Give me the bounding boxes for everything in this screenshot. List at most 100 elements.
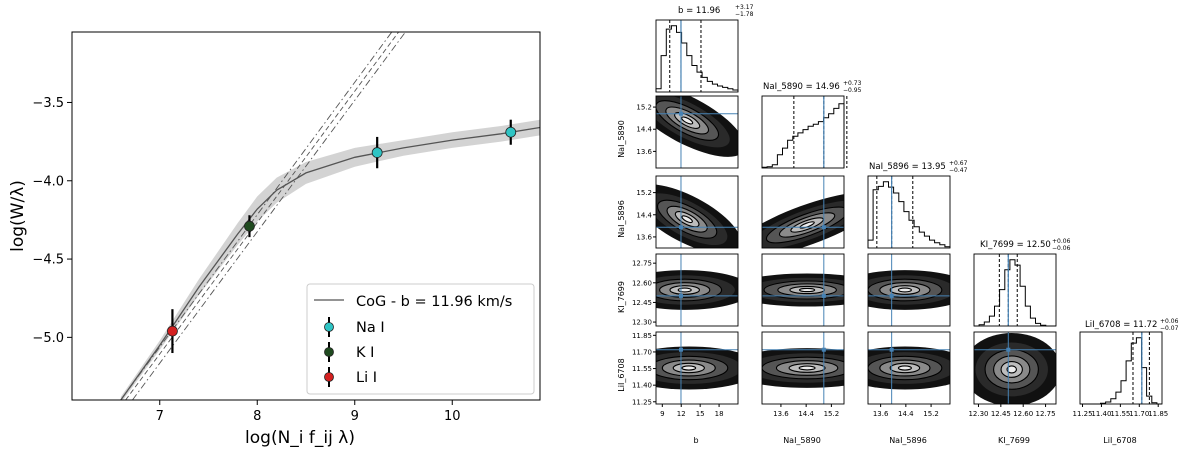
title-nai5890-sub: −0.95 <box>843 87 862 94</box>
corner-ytick-label: 11.25 <box>632 398 652 406</box>
density-layer <box>656 346 738 390</box>
title-ki7699-sup: +0.06 <box>1052 238 1071 245</box>
title-lii6708-sub: −0.07 <box>1160 325 1179 332</box>
xlabel-nai5896: NaI_5896 <box>889 436 927 445</box>
density-contour-5 <box>798 287 816 293</box>
title-nai5896-main: NaI_5896 = 13.95 <box>869 162 946 172</box>
panel-NaI_5890-vs-b: 13.6 14.4 15.2 <box>636 95 739 169</box>
corner-xtick-label: 12.30 <box>968 410 988 418</box>
histogram-NaI_5890 <box>761 103 845 168</box>
title-b-main: b = 11.96 <box>678 6 720 16</box>
marker <box>244 220 255 232</box>
legend-label-li: Li I <box>356 370 377 386</box>
density-layer <box>868 346 950 390</box>
panel-KI_7699-vs-b: 12.30 12.45 12.60 12.75 <box>632 253 739 327</box>
title-nai5890-main: NaI_5890 = 14.96 <box>763 82 840 92</box>
ylabel-lii6708: LiI_6708 <box>617 358 626 391</box>
cog-xtick-label: 8 <box>253 409 261 424</box>
cog-content <box>120 32 540 400</box>
histogram-KI_7699 <box>974 259 1056 327</box>
corner-ytick-label: 12.75 <box>632 260 652 268</box>
title-b-sub: −1.78 <box>735 11 754 18</box>
title-nai5890-sup: +0.73 <box>843 80 862 87</box>
corner-titles: b = 11.96 +3.17 −1.78 NaI_5890 = 14.96 +… <box>678 4 1179 332</box>
panel-LiI_6708-vs-NaI_5890: 13.6 14.4 15.2 <box>761 331 845 418</box>
corner-ytick-label: 12.60 <box>632 279 652 287</box>
corner-plot: 13.6 14.4 15.2 13.6 14.4 15.2 12.30 12.45 12.60 1… <box>632 19 1168 418</box>
panel-frame <box>867 175 951 249</box>
panel-LiI_6708-vs-b: 9 12 15 18 11.25 11.40 11.55 11.70 11.85 <box>632 331 739 418</box>
corner-ytick-label: 15.2 <box>636 104 652 112</box>
panel-LiI_6708-vs-KI_7699: 12.30 12.45 12.60 12.75 <box>968 331 1057 418</box>
cog-plot: 7 8 9 10 −3.5 −4.0 −4.5 −5.0 log(N_i f_ij λ) lo… <box>8 31 541 448</box>
corner-ytick-label: 14.4 <box>636 126 652 134</box>
title-nai5896-sub: −0.47 <box>949 167 968 174</box>
cog-frame <box>71 31 541 401</box>
density-contour-5 <box>798 365 816 371</box>
panel-KI_7699-vs-KI_7699 <box>973 253 1057 327</box>
corner-xtick-label: 11.85 <box>1148 410 1168 418</box>
title-b-sup: +3.17 <box>735 4 754 11</box>
xlabel-ki7699: KI_7699 <box>998 436 1030 445</box>
corner-xtick-label: 11.55 <box>1110 410 1130 418</box>
truth-marker <box>1006 347 1011 352</box>
panel-frame <box>655 19 739 93</box>
panel-NaI_5896-vs-NaI_5896 <box>867 175 951 249</box>
data-point-na-i-1 <box>505 119 517 145</box>
density-contour-5 <box>681 215 693 224</box>
legend-label-cog: CoG - b = 11.96 km/s <box>356 294 512 310</box>
panel-NaI_5890-vs-NaI_5890 <box>761 95 848 169</box>
data-point-na-i-0 <box>371 136 383 169</box>
data-point-k-i-2 <box>244 215 255 238</box>
truth-marker <box>678 293 683 298</box>
panel-frame <box>973 331 1057 405</box>
corner-xtick-label: 12.75 <box>1036 410 1056 418</box>
density-layer <box>868 270 950 310</box>
density-layer <box>974 333 1056 404</box>
linear-regime-line-2 <box>132 32 406 400</box>
density-layer <box>762 192 844 248</box>
corner-ytick-label: 11.55 <box>632 365 652 373</box>
linear-regime-line-0 <box>120 32 393 400</box>
corner-ytick-label: 12.30 <box>632 319 652 327</box>
density-contour-5 <box>681 116 694 125</box>
panel-frame <box>655 175 739 249</box>
cog-ytick-label: −5.0 <box>32 331 64 346</box>
panel-frame <box>655 331 739 405</box>
marker <box>505 126 517 138</box>
corner-ytick-label: 13.6 <box>636 148 652 156</box>
ylabel-nai5896: NaI_5896 <box>617 200 626 238</box>
corner-title-nai5890: NaI_5890 = 14.96 +0.73 −0.95 <box>763 80 862 94</box>
corner-title-ki7699: KI_7699 = 12.50 +0.06 −0.06 <box>980 238 1071 252</box>
data-point-li-i-3 <box>167 309 178 354</box>
truth-marker <box>889 293 894 298</box>
truth-marker <box>678 347 683 352</box>
density-layer <box>762 348 844 388</box>
corner-xtick-label: 14.4 <box>898 410 914 418</box>
truth-marker <box>889 347 894 352</box>
xlabel-lii6708: LiI_6708 <box>1103 436 1136 445</box>
title-lii6708-sup: +0.06 <box>1160 318 1179 325</box>
cog-legend: CoG - b = 11.96 km/s Na I K I Li I <box>306 283 535 395</box>
density-layer <box>656 184 738 248</box>
histogram-NaI_5896 <box>867 181 951 248</box>
panel-frame <box>867 331 951 405</box>
corner-xtick-label: 15.2 <box>824 410 840 418</box>
panel-frame <box>761 95 845 169</box>
histogram-b <box>655 25 739 92</box>
corner-ytick-label: 11.85 <box>632 332 652 340</box>
ylabel-ki7699: KI_7699 <box>617 281 626 313</box>
legend-marker-li <box>324 372 334 382</box>
panel-LiI_6708-vs-NaI_5896: 13.6 14.4 15.2 <box>867 331 951 418</box>
title-ki7699-sub: −0.06 <box>1052 245 1071 252</box>
corner-ytick-label: 11.40 <box>632 382 652 390</box>
cog-ytick-label: −3.5 <box>32 96 64 111</box>
panel-frame <box>655 253 739 327</box>
cog-ylabel: log(W/λ) <box>8 180 28 252</box>
corner-xtick-label: 9 <box>660 410 664 418</box>
panel-KI_7699-vs-NaI_5896 <box>867 253 951 327</box>
corner-xtick-label: 13.6 <box>873 410 889 418</box>
legend-label-na: Na I <box>356 320 385 336</box>
corner-ytick-label: 12.45 <box>632 299 652 307</box>
